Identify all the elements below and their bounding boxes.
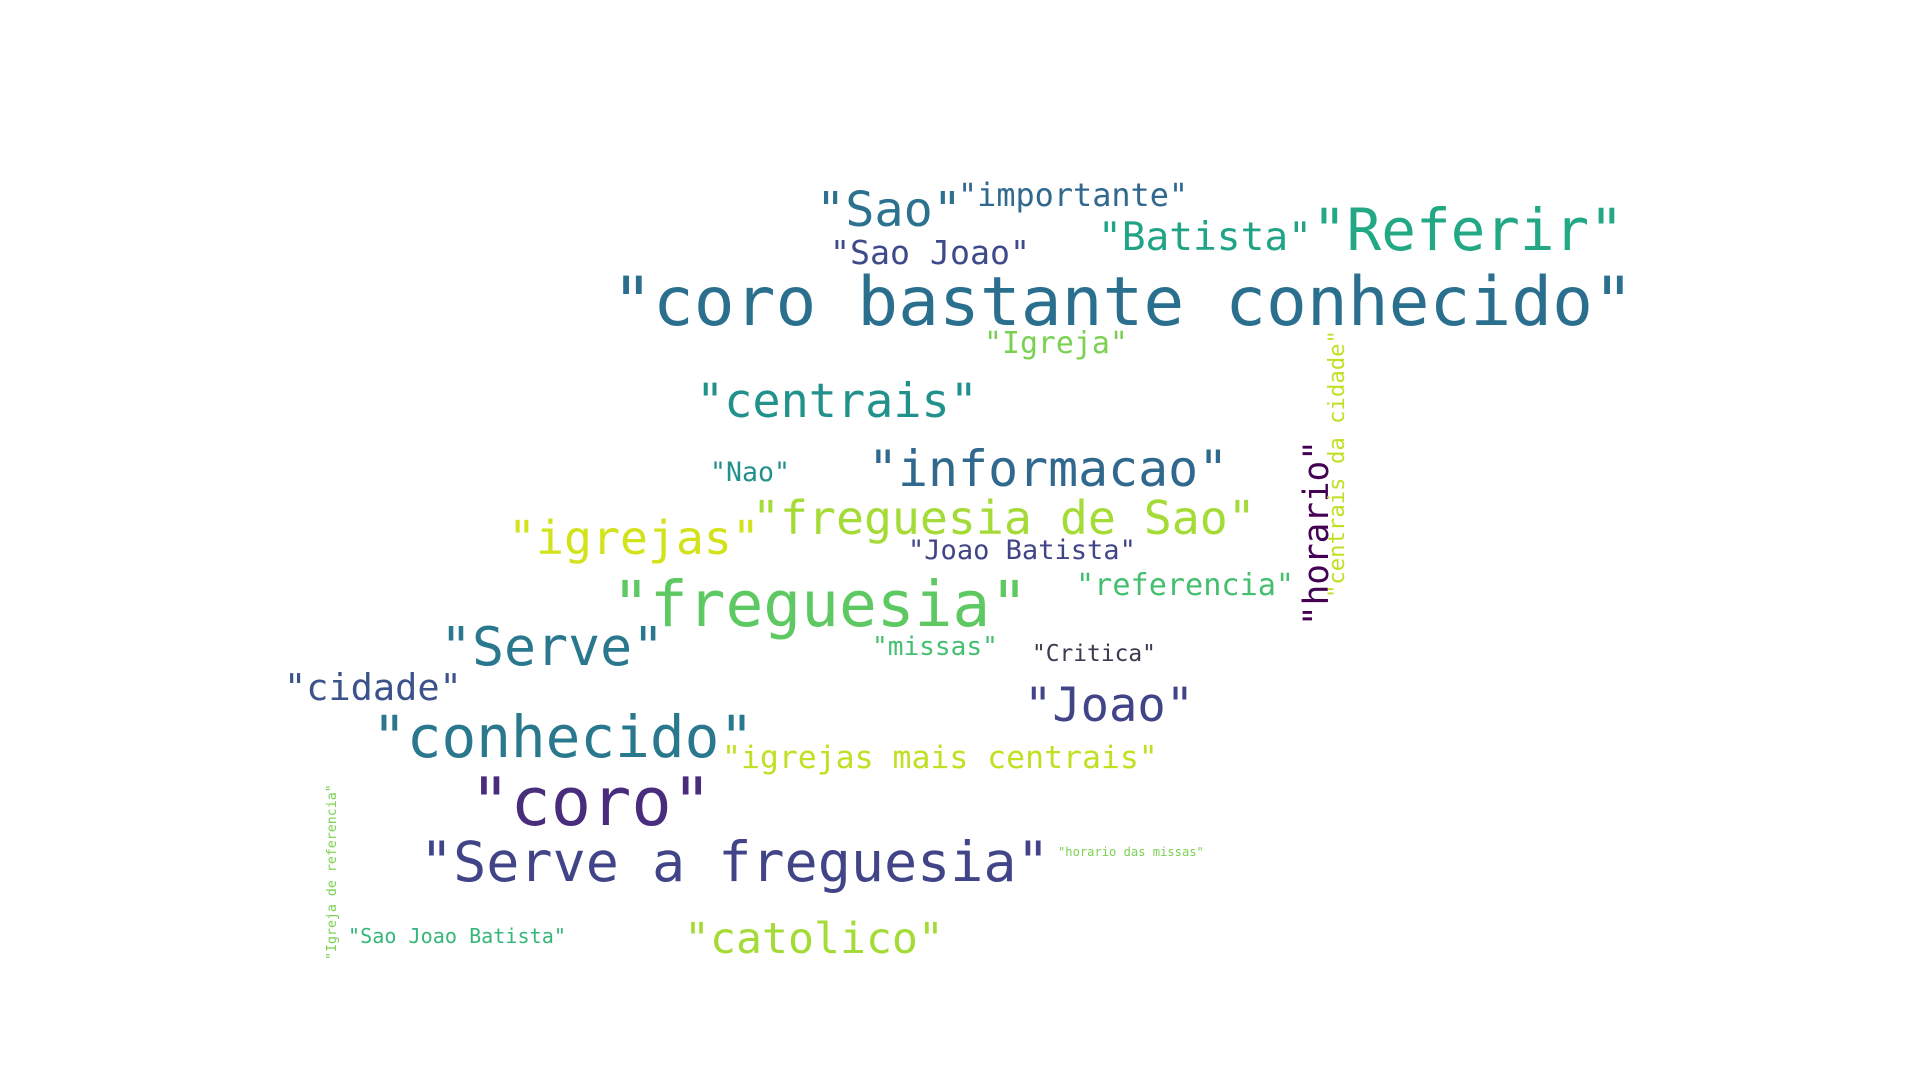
- word-horario-das-missas: "horario das missas": [1058, 845, 1204, 859]
- word-igrejas-mais-centrais: "igrejas mais centrais": [722, 739, 1158, 776]
- word-freguesia-de-sao: "freguesia de Sao": [752, 490, 1256, 545]
- word-catolico: "catolico": [684, 913, 944, 964]
- word-coro-bastante-conhecido: "coro bastante conhecido": [612, 263, 1634, 342]
- word-serve-a-freguesia: "Serve a freguesia": [420, 829, 1050, 894]
- word-joao-batista: "Joao Batista": [908, 534, 1136, 566]
- word-igreja: "Igreja": [984, 326, 1128, 361]
- word-sao-joao: "Sao Joao": [830, 232, 1030, 272]
- word-freguesia: "freguesia": [612, 567, 1029, 641]
- word-centrais-da-cidade: "centrais da cidade": [1324, 330, 1350, 598]
- word-sao: "Sao": [816, 181, 962, 238]
- word-cidade: "cidade": [284, 665, 462, 709]
- word-batista: "Batista": [1098, 213, 1312, 260]
- word-centrais: "centrais": [696, 374, 978, 429]
- word-coro: "coro": [470, 762, 713, 841]
- word-nao: "Nao": [710, 456, 790, 488]
- word-joao: "Joao": [1024, 677, 1195, 733]
- word-referencia: "referencia": [1076, 568, 1295, 603]
- word-sao-joao-batista: "Sao Joao Batista": [348, 924, 566, 948]
- word-igrejas: "igrejas": [508, 510, 760, 565]
- word-serve: "Serve": [440, 615, 665, 678]
- word-referir: "Referir": [1312, 197, 1624, 264]
- word-critica: "Critica": [1032, 640, 1156, 667]
- word-igreja-de-referencia: "Igreja de referencia": [324, 784, 340, 960]
- word-conhecido: "conhecido": [372, 703, 755, 771]
- word-missas: "missas": [872, 632, 998, 662]
- word-importante: "importante": [958, 176, 1189, 214]
- word-informacao: "informacao": [868, 440, 1229, 498]
